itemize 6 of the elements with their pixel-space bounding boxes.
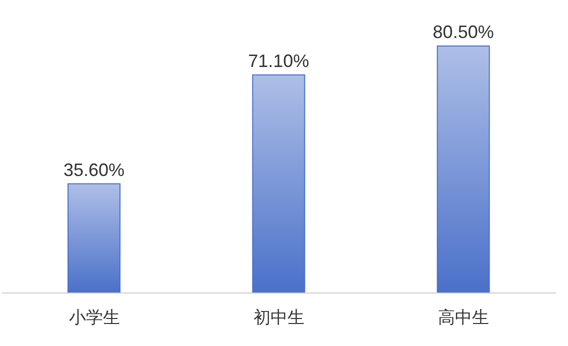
x-tick-label: 初中生 <box>254 308 304 328</box>
data-label: 35.60% <box>63 160 125 180</box>
data-label: 71.10% <box>248 50 310 71</box>
data-label: 80.50% <box>432 22 494 42</box>
x-tick-label: 高中生 <box>438 308 490 328</box>
x-tick-label: 小学生 <box>68 308 120 328</box>
